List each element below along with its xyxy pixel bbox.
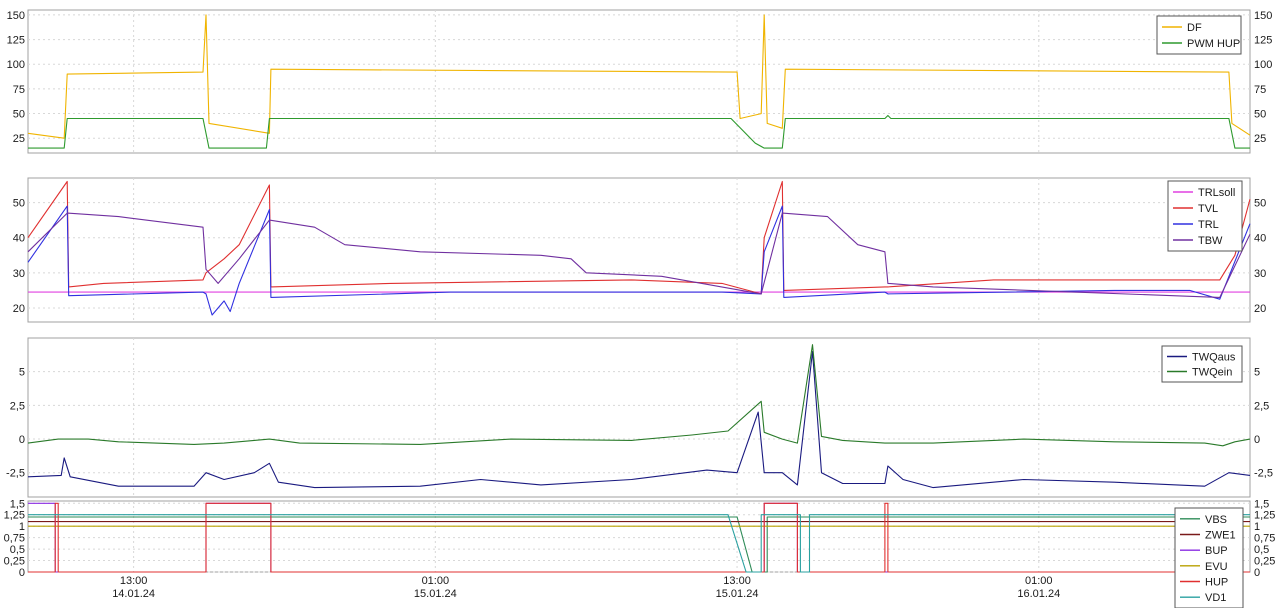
y-tick-label-left: 20 <box>13 303 25 315</box>
y-tick-label-right: 0,25 <box>1254 556 1275 568</box>
series-line-hup <box>28 502 1250 573</box>
y-tick-label-right: 25 <box>1254 133 1266 145</box>
legend-box <box>1161 345 1243 383</box>
x-tick-time: 13:00 <box>723 575 751 587</box>
legend-label: ZWE1 <box>1205 530 1236 542</box>
plot-frame <box>27 9 1251 154</box>
y-tick-label-right: 40 <box>1254 233 1266 245</box>
panel-2: 50 50 40 40 30 30 20 20 TRLsoll TVL TRL TBW <box>13 177 1266 323</box>
x-tick-date: 15.01.24 <box>716 588 759 600</box>
y-tick-label-left: 0 <box>19 434 25 446</box>
x-tick-time: 01:00 <box>1025 575 1053 587</box>
y-tick-label-right: 100 <box>1254 59 1272 71</box>
y-tick-label-left: 75 <box>13 84 25 96</box>
y-tick-label-right: 0 <box>1254 567 1260 579</box>
legend: TRLsoll TVL TRL TBW <box>1167 180 1243 252</box>
y-tick-label-right: 20 <box>1254 303 1266 315</box>
panel-3: 5 5 2,5 2,5 0 0 -2,5 -2,5 TWQaus TWQein <box>6 337 1273 498</box>
x-tick-time: 13:00 <box>120 575 148 587</box>
y-tick-label-left: 0,25 <box>4 556 25 568</box>
plot-frame <box>27 337 1251 498</box>
series-line-twqaus <box>27 350 1251 489</box>
legend-label: TVL <box>1198 203 1218 215</box>
y-tick-label-right: 0,5 <box>1254 544 1269 556</box>
legend-box <box>1174 507 1244 608</box>
y-tick-label-left: 40 <box>13 233 25 245</box>
series-line-pwm-hup <box>28 114 1250 149</box>
legend: DF PWM HUP <box>1156 15 1242 55</box>
y-tick-label-right: 1,25 <box>1254 510 1275 522</box>
y-tick-label-left: 0 <box>19 567 25 579</box>
legend-label: VD1 <box>1205 592 1226 604</box>
y-tick-label-left: -2,5 <box>6 468 25 480</box>
series-line-vd1 <box>28 514 1250 573</box>
y-tick-label-left: 1,5 <box>10 498 25 510</box>
legend: TWQaus TWQein <box>1161 345 1243 383</box>
x-tick-date: 15.01.24 <box>414 588 457 600</box>
series-line-vbs <box>28 516 1250 573</box>
y-tick-label-left: 0,75 <box>4 533 25 545</box>
y-tick-label-right: 75 <box>1254 84 1266 96</box>
y-tick-label-right: 1,5 <box>1254 498 1269 510</box>
y-tick-label-left: 1 <box>19 521 25 533</box>
series-line-tbw <box>27 212 1251 298</box>
y-tick-label-left: 2,5 <box>10 400 25 412</box>
legend-label: BUP <box>1205 545 1228 557</box>
y-tick-label-left: 50 <box>13 109 25 121</box>
legend-label: EVU <box>1205 561 1228 573</box>
legend-label: TBW <box>1198 235 1223 247</box>
legend-box <box>1156 15 1242 55</box>
y-tick-label-right: 5 <box>1254 367 1260 379</box>
x-axis: 13:0014.01.2401:0015.01.2413:0015.01.240… <box>112 575 1060 600</box>
series-line-tvl <box>27 180 1251 295</box>
y-tick-label-left: 25 <box>13 133 25 145</box>
y-tick-label-right: 50 <box>1254 109 1266 121</box>
legend-label: TWQaus <box>1192 352 1236 364</box>
y-tick-label-left: 5 <box>19 367 25 379</box>
legend-label: TRL <box>1198 219 1219 231</box>
y-tick-label-left: 100 <box>7 59 25 71</box>
plot-frame <box>27 500 1251 573</box>
y-tick-label-left: 1,25 <box>4 510 25 522</box>
legend-label: TWQein <box>1192 367 1232 379</box>
y-tick-label-right: -2,5 <box>1254 468 1273 480</box>
legend: VBS ZWE1 BUP EVU HUP VD1 <box>1174 507 1244 608</box>
x-tick-time: 01:00 <box>422 575 450 587</box>
y-tick-label-right: 150 <box>1254 10 1272 22</box>
y-tick-label-left: 150 <box>7 10 25 22</box>
series-line-twqein <box>27 344 1251 447</box>
y-tick-label-right: 50 <box>1254 198 1266 210</box>
legend-label: PWM HUP <box>1187 38 1240 50</box>
legend-label: TRLsoll <box>1198 187 1235 199</box>
legend-label: DF <box>1187 22 1202 34</box>
panel-1: 150 150 125 125 100 100 75 75 50 50 25 25 DF PWM HUP <box>7 9 1272 154</box>
y-tick-label-right: 30 <box>1254 268 1266 280</box>
legend-label: HUP <box>1205 577 1228 589</box>
y-tick-label-left: 50 <box>13 198 25 210</box>
y-tick-label-left: 125 <box>7 35 25 47</box>
series-line-df <box>27 14 1251 139</box>
y-tick-label-right: 1 <box>1254 521 1260 533</box>
y-tick-label-right: 125 <box>1254 35 1272 47</box>
plot-frame <box>27 177 1251 323</box>
x-tick-date: 14.01.24 <box>112 588 155 600</box>
x-tick-date: 16.01.24 <box>1017 588 1060 600</box>
y-tick-label-right: 0 <box>1254 434 1260 446</box>
legend-label: VBS <box>1205 514 1227 526</box>
y-tick-label-left: 30 <box>13 268 25 280</box>
series-line-trl <box>27 205 1251 316</box>
panel-4: 1,5 1,51,25 1,251 10,75 0,750,5 0,50,25 0,250 0… <box>4 498 1275 608</box>
y-tick-label-right: 2,5 <box>1254 400 1269 412</box>
y-tick-label-right: 0,75 <box>1254 533 1275 545</box>
y-tick-label-left: 0,5 <box>10 544 25 556</box>
